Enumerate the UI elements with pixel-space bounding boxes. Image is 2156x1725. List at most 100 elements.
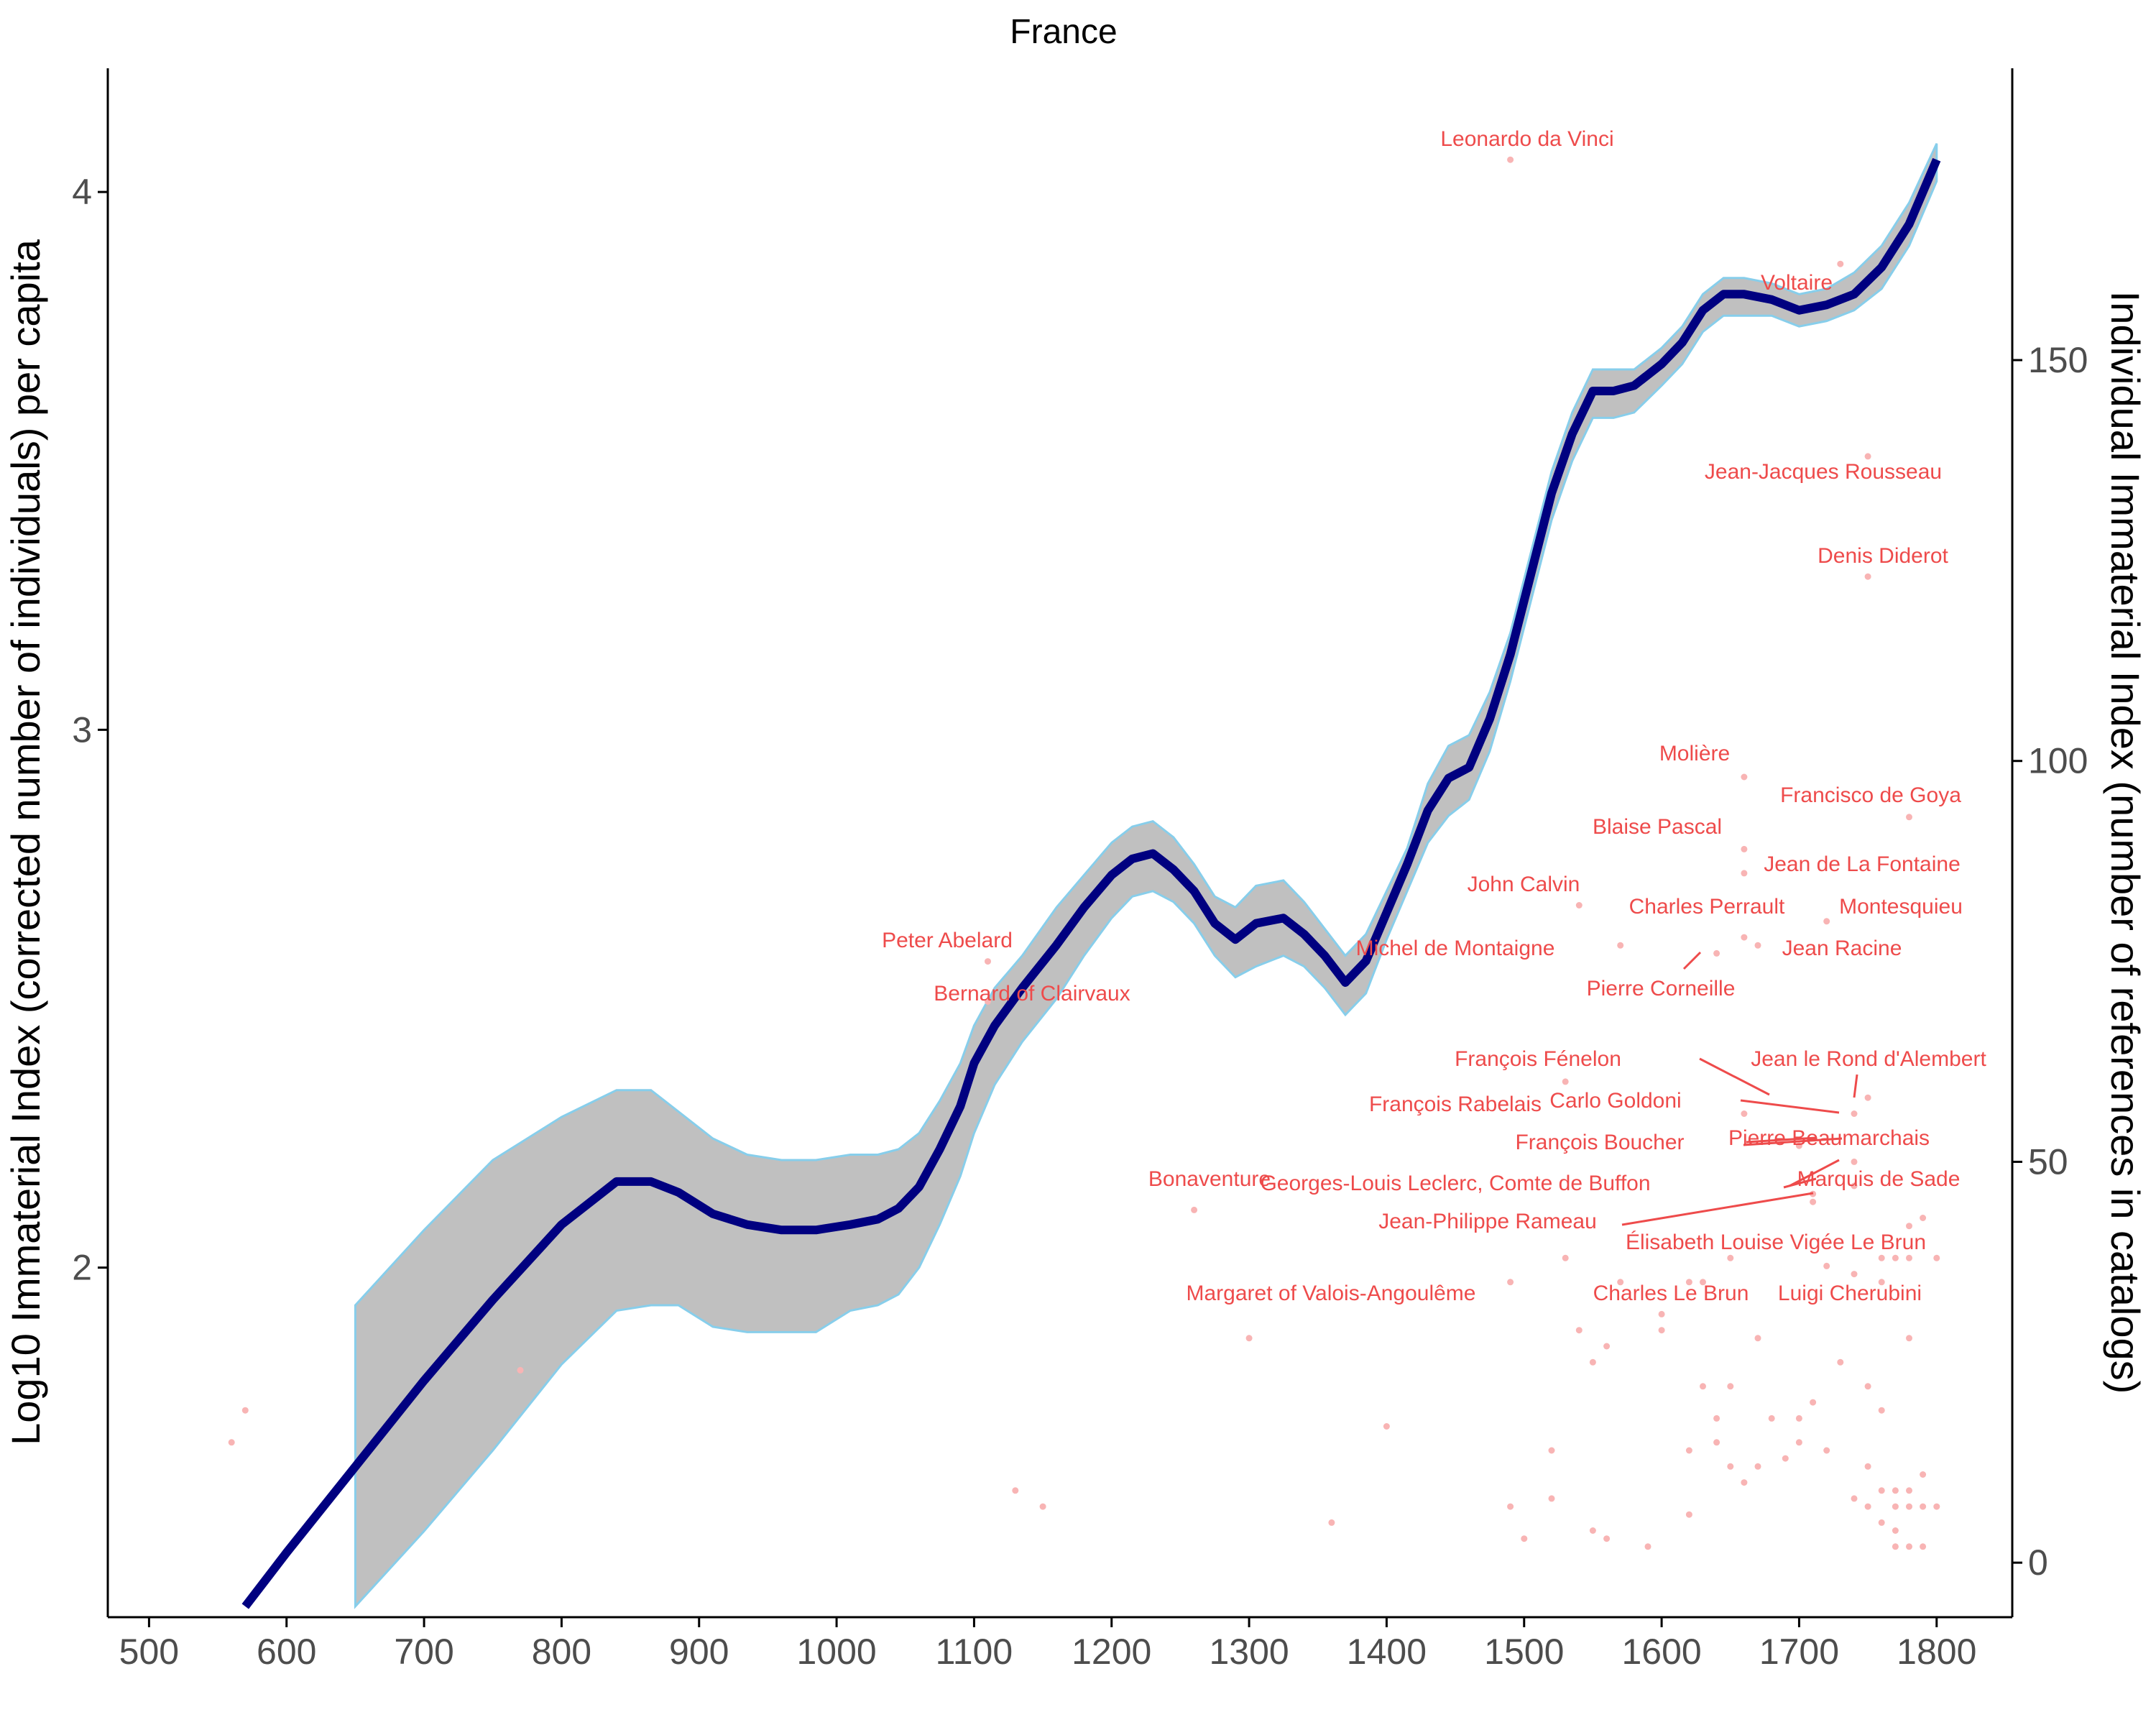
x-tick-label: 1700 [1759, 1632, 1839, 1672]
labeled-reference-point [1810, 1198, 1817, 1205]
point-label: Peter Abelard [882, 929, 1013, 952]
reference-point [1562, 1254, 1569, 1261]
label-leader-line [1783, 1177, 1817, 1189]
x-tick-label: 1300 [1209, 1632, 1289, 1672]
reference-point [1906, 1335, 1912, 1342]
label-leader-line [1699, 1057, 1770, 1096]
x-tick-label: 800 [532, 1632, 591, 1672]
reference-point [1823, 1447, 1830, 1454]
reference-point [1039, 1503, 1046, 1510]
smooth-trend-line [241, 157, 1941, 1609]
reference-point [1878, 1519, 1885, 1526]
point-label: John Calvin [1468, 873, 1580, 896]
point-label: Pierre Corneille [1587, 977, 1736, 1000]
point-label: Margaret of Valois-Angoulême [1187, 1282, 1476, 1305]
secondary-y-axis-title: Individual Immaterial Index (number of r… [2103, 291, 2148, 1394]
reference-point [1603, 1343, 1611, 1350]
labeled-reference-point [1864, 1094, 1871, 1101]
reference-point [1906, 1223, 1912, 1230]
reference-point [1864, 1383, 1871, 1390]
point-label: Marquis de Sade [1797, 1167, 1961, 1191]
reference-point [1782, 1455, 1789, 1462]
reference-point [1810, 1399, 1817, 1406]
reference-point [1906, 1503, 1912, 1510]
point-label: Pierre Beaumarchais [1728, 1126, 1930, 1150]
labeled-reference-point [1562, 1078, 1569, 1085]
reference-point [1245, 1335, 1253, 1342]
reference-point [1892, 1527, 1899, 1534]
y-tick-label: 3 [72, 709, 92, 750]
labeled-reference-point [1507, 156, 1514, 163]
x-tick-label: 1200 [1072, 1632, 1151, 1672]
x-tick-label: 1400 [1347, 1632, 1427, 1672]
labeled-reference-point [1878, 1279, 1885, 1286]
point-label: Jean Racine [1782, 937, 1902, 960]
labeled-reference-point [985, 998, 991, 1005]
label-leader-line [1682, 951, 1702, 970]
y-tick-label: 4 [72, 172, 92, 212]
axes-layer: 500 600 700 800 900 1000 1100 1200 1300 1400 1500 1… [72, 68, 2088, 1672]
point-labels-layer: Leonardo da Vinci Voltaire Jean-Jacques Ro… [882, 127, 1986, 1305]
labeled-reference-point [1795, 1142, 1802, 1149]
reference-point [1920, 1215, 1927, 1221]
reference-point [1892, 1543, 1899, 1550]
labeled-reference-point [985, 958, 991, 965]
reference-point [1920, 1471, 1927, 1478]
reference-point [1754, 1335, 1761, 1342]
reference-point [1741, 1479, 1748, 1486]
reference-point [1892, 1487, 1899, 1494]
reference-point [517, 1366, 524, 1374]
reference-point [1795, 1439, 1802, 1446]
labeled-reference-point [1851, 1110, 1858, 1117]
label-leader-line [1740, 1099, 1840, 1114]
reference-point [1658, 1310, 1665, 1317]
labeled-reference-point [1741, 1110, 1748, 1117]
x-tick-label: 1800 [1897, 1632, 1976, 1672]
label-leader-line [1621, 1192, 1814, 1226]
x-tick-label: 1500 [1484, 1632, 1564, 1672]
reference-point [1644, 1543, 1651, 1550]
reference-point [1685, 1447, 1692, 1454]
label-leader-line [1789, 1159, 1840, 1187]
labeled-reference-point [1837, 260, 1844, 267]
reference-point [1906, 1254, 1912, 1261]
reference-point [1851, 1271, 1858, 1278]
reference-point [1700, 1279, 1706, 1286]
reference-point [1713, 1414, 1720, 1422]
labeled-reference-point [1851, 1158, 1858, 1165]
label-leader-line [1743, 1137, 1843, 1146]
reference-point [1837, 1358, 1844, 1366]
reference-point [1878, 1487, 1885, 1494]
point-label: Blaise Pascal [1593, 815, 1722, 839]
point-label: Jean-Philippe Rameau [1378, 1210, 1597, 1233]
labeled-reference-point [1906, 814, 1912, 821]
labeled-reference-point [1575, 902, 1583, 908]
y-axis-title: Log10 Immaterial Index (corrected number… [3, 239, 48, 1445]
reference-point [1906, 1543, 1912, 1550]
reference-point [228, 1439, 235, 1446]
y-tick-label: 2 [72, 1248, 92, 1288]
x-tick-label: 600 [257, 1632, 316, 1672]
reference-point [1920, 1503, 1927, 1510]
reference-point [1603, 1535, 1611, 1542]
reference-point [1589, 1527, 1596, 1534]
reference-point [1892, 1254, 1899, 1261]
reference-point [1700, 1383, 1706, 1390]
point-label: Carlo Goldoni [1549, 1089, 1681, 1113]
point-label: Jean-Jacques Rousseau [1705, 460, 1942, 484]
point-label: Georges-Louis Leclerc, Comte de Buffon [1260, 1172, 1650, 1195]
confidence-band-layer [354, 143, 1938, 1609]
reference-point [1906, 1487, 1912, 1494]
smooth-line-layer [241, 157, 1941, 1609]
labeled-reference-point [1864, 453, 1871, 460]
point-label: Voltaire [1761, 271, 1833, 295]
reference-point [1383, 1423, 1390, 1430]
point-label: François Rabelais [1369, 1092, 1542, 1116]
point-label: Michel de Montaigne [1356, 937, 1555, 960]
reference-point [1823, 1262, 1830, 1269]
labeled-reference-point [1878, 1254, 1885, 1261]
reference-point [1521, 1535, 1528, 1542]
secondary-y-tick-label: 50 [2028, 1141, 2068, 1182]
reference-points-layer [228, 156, 1940, 1550]
